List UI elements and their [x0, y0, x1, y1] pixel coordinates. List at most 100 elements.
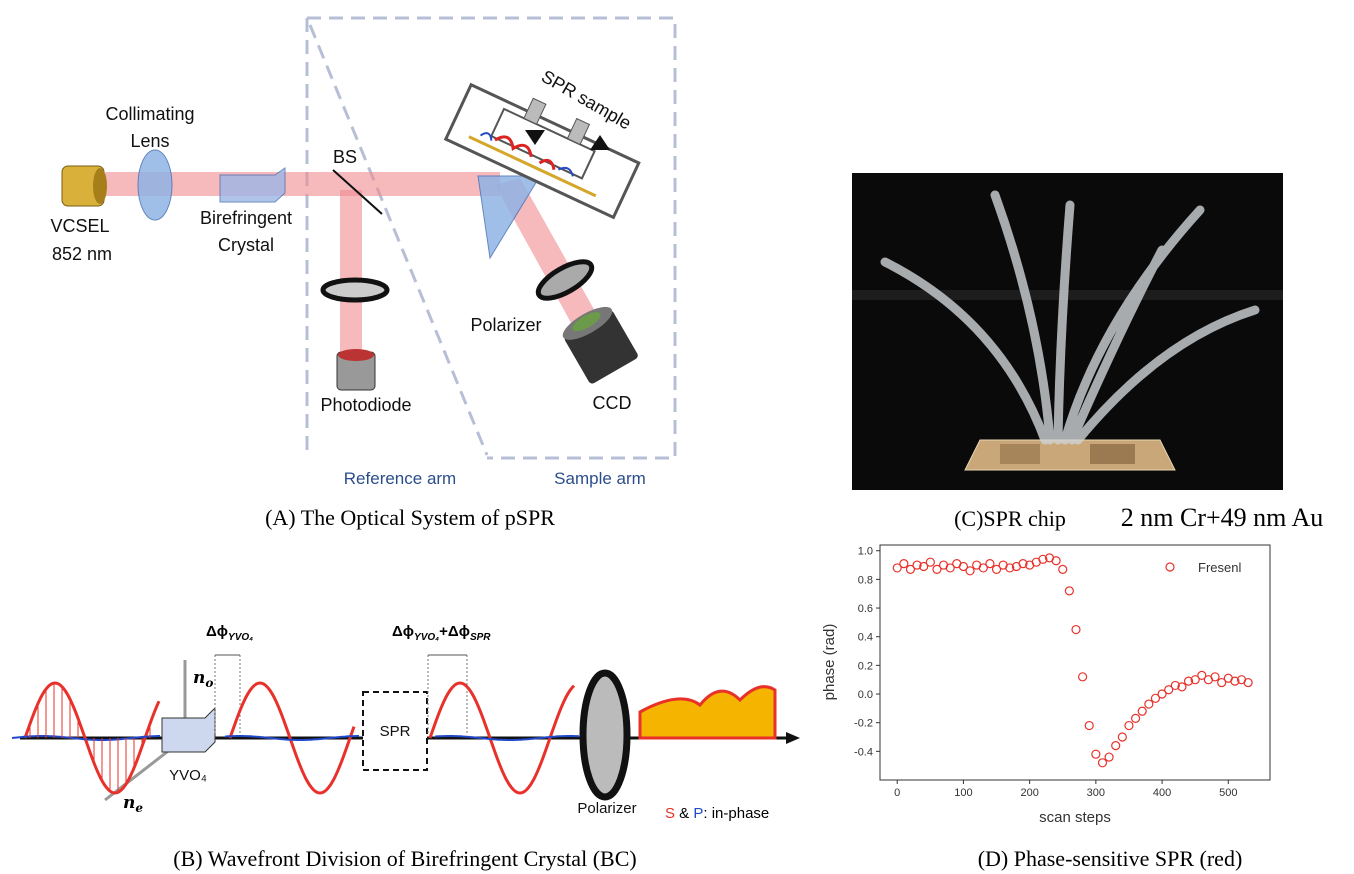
point	[1150, 693, 1161, 703]
point	[1183, 676, 1194, 686]
point	[899, 559, 909, 569]
caption: (B) Wavefront Division of Birefringent C…	[173, 846, 636, 871]
vcsel-face	[93, 168, 107, 204]
point	[1210, 672, 1220, 682]
y-tick-label: 0.2	[858, 660, 873, 672]
chip	[964, 439, 1176, 471]
point	[1243, 677, 1253, 688]
point	[1117, 732, 1127, 742]
y-tick-label: 0.6	[858, 603, 873, 615]
wave	[434, 735, 580, 741]
label: YVO₄	[169, 767, 207, 784]
panel-c: (C)SPR chip 2 nm Cr+49 nm Au	[852, 173, 1323, 532]
note: S & P: in-phase	[665, 805, 769, 822]
prism	[477, 175, 541, 260]
point	[958, 561, 969, 572]
label: CCD	[593, 393, 632, 413]
x-tick-label: 200	[1020, 787, 1038, 799]
subscript: e	[135, 801, 143, 815]
beam	[495, 178, 600, 330]
phase-label: ΔϕYVO₄+ΔϕSPR	[392, 623, 491, 643]
note-text: &	[675, 805, 693, 822]
wave	[23, 681, 161, 795]
chip-pad	[1090, 444, 1135, 464]
s-label: S	[665, 805, 675, 822]
crystal	[161, 706, 216, 753]
panel-d: scan steps phase (rad) (D) Phase-sensiti…	[821, 544, 1271, 871]
p-label: P	[693, 805, 703, 822]
caption: (D) Phase-sensitive SPR (red)	[978, 846, 1243, 871]
arrow	[525, 130, 545, 145]
point	[912, 560, 922, 570]
panel-b: ΔϕYVO₄ ΔϕYVO₄+ΔϕSPR no ne YVO₄ SPR Polar…	[11, 623, 800, 871]
point	[1137, 706, 1147, 716]
point	[1177, 682, 1187, 692]
y-tick-label: 0.0	[858, 689, 873, 701]
point	[932, 564, 942, 574]
lens	[320, 277, 390, 303]
point	[1051, 556, 1061, 566]
label: SPR	[380, 723, 411, 740]
crystal	[219, 167, 286, 203]
spr-box	[362, 691, 428, 771]
label: Crystal	[218, 235, 274, 255]
point	[1084, 720, 1094, 731]
label: VCSEL	[50, 216, 109, 236]
label: Collimating	[105, 104, 194, 124]
label: Polarizer	[577, 800, 636, 817]
tubes	[880, 190, 1260, 445]
symbol: n	[123, 793, 135, 813]
plot-frame	[879, 544, 1271, 781]
point	[1190, 675, 1200, 685]
arm-label: Sample arm	[554, 469, 646, 488]
point	[1217, 677, 1227, 688]
point	[1071, 624, 1081, 635]
polarizer-icon	[579, 669, 631, 801]
note-text: : in-phase	[703, 805, 769, 822]
label: Polarizer	[470, 315, 541, 335]
point	[1038, 554, 1048, 564]
symbol: +Δϕ	[439, 623, 470, 640]
subscript: YVO₄	[228, 632, 253, 643]
point	[1018, 559, 1028, 569]
point	[1157, 689, 1167, 699]
projection	[638, 685, 777, 740]
wave	[224, 735, 359, 741]
panel-a: Collimating Lens VCSEL 852 nm Birefringe…	[50, 16, 677, 530]
arm-label: Reference arm	[344, 469, 456, 488]
point	[1064, 586, 1074, 596]
point	[1144, 699, 1154, 709]
caption-detail: 2 nm Cr+49 nm Au	[1121, 503, 1323, 532]
symbol: Δϕ	[206, 623, 228, 640]
axis-label: ne	[123, 793, 143, 815]
label: 852 nm	[52, 244, 112, 264]
beam-splitter	[332, 169, 383, 215]
point	[985, 559, 995, 569]
chip-pad	[1000, 444, 1040, 464]
y-axis-label: phase (rad)	[821, 624, 838, 701]
point	[1104, 752, 1114, 762]
polarizer-icon	[535, 259, 595, 301]
point	[1164, 685, 1174, 695]
point	[978, 563, 988, 573]
x-tick-label: 100	[954, 787, 972, 799]
x-axis-label: scan steps	[1039, 809, 1111, 826]
point	[1091, 749, 1101, 759]
x-tick-label: 500	[1219, 787, 1237, 799]
point	[1170, 680, 1180, 691]
symbol: Δϕ	[392, 623, 414, 640]
x-tick-label: 300	[1087, 787, 1105, 799]
point	[919, 561, 929, 572]
legend-marker	[1165, 562, 1175, 572]
y-tick-label: -0.2	[854, 718, 873, 730]
y-tick-label: 0.4	[858, 632, 873, 644]
legend-label: Fresenl	[1198, 560, 1241, 575]
symbol: n	[193, 668, 205, 688]
wave	[228, 681, 356, 795]
ccd-icon	[562, 306, 638, 384]
lens	[137, 149, 173, 221]
caption: (A) The Optical System of pSPR	[265, 505, 555, 530]
subscript: o	[205, 676, 213, 690]
point	[965, 566, 975, 576]
